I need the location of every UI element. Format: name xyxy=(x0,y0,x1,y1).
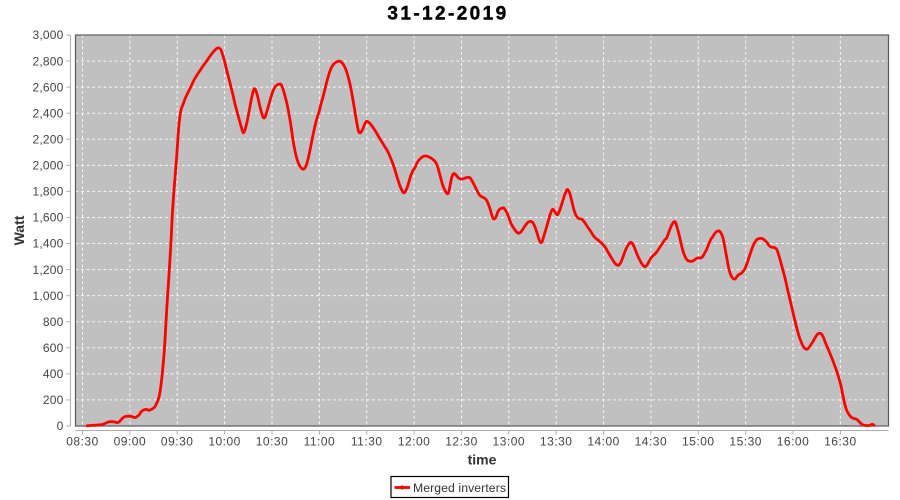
svg-text:15:30: 15:30 xyxy=(729,435,762,449)
svg-text:2,600: 2,600 xyxy=(32,80,63,94)
svg-text:08:30: 08:30 xyxy=(66,435,99,449)
svg-text:1,600: 1,600 xyxy=(32,211,63,225)
svg-text:200: 200 xyxy=(43,393,64,407)
svg-text:1,000: 1,000 xyxy=(32,289,63,303)
svg-text:11:00: 11:00 xyxy=(304,435,336,449)
svg-text:time: time xyxy=(468,452,497,468)
svg-text:1,200: 1,200 xyxy=(32,263,63,277)
svg-text:Watt: Watt xyxy=(11,215,27,245)
svg-text:10:30: 10:30 xyxy=(256,435,289,449)
svg-text:Merged inverters: Merged inverters xyxy=(413,481,506,495)
svg-text:12:30: 12:30 xyxy=(445,435,478,449)
svg-text:2,800: 2,800 xyxy=(32,54,63,68)
svg-text:14:00: 14:00 xyxy=(587,435,620,449)
svg-text:31-12-2019: 31-12-2019 xyxy=(387,4,508,25)
svg-text:0: 0 xyxy=(57,419,64,433)
svg-text:16:30: 16:30 xyxy=(824,435,857,449)
svg-text:12:00: 12:00 xyxy=(398,435,431,449)
svg-text:1,800: 1,800 xyxy=(32,185,63,199)
svg-text:800: 800 xyxy=(43,315,64,329)
svg-text:400: 400 xyxy=(43,367,64,381)
svg-text:2,000: 2,000 xyxy=(32,159,63,173)
svg-text:09:00: 09:00 xyxy=(114,435,147,449)
svg-text:13:00: 13:00 xyxy=(493,435,526,449)
svg-text:2,400: 2,400 xyxy=(32,106,63,120)
svg-text:2,200: 2,200 xyxy=(32,132,63,146)
svg-text:3,000: 3,000 xyxy=(32,28,63,42)
svg-text:11:30: 11:30 xyxy=(351,435,383,449)
svg-text:09:30: 09:30 xyxy=(161,435,194,449)
svg-text:1,400: 1,400 xyxy=(32,237,63,251)
svg-text:14:30: 14:30 xyxy=(635,435,668,449)
svg-text:13:30: 13:30 xyxy=(540,435,573,449)
svg-text:16:00: 16:00 xyxy=(777,435,810,449)
svg-text:600: 600 xyxy=(43,341,64,355)
svg-text:15:00: 15:00 xyxy=(682,435,715,449)
svg-text:10:00: 10:00 xyxy=(208,435,241,449)
